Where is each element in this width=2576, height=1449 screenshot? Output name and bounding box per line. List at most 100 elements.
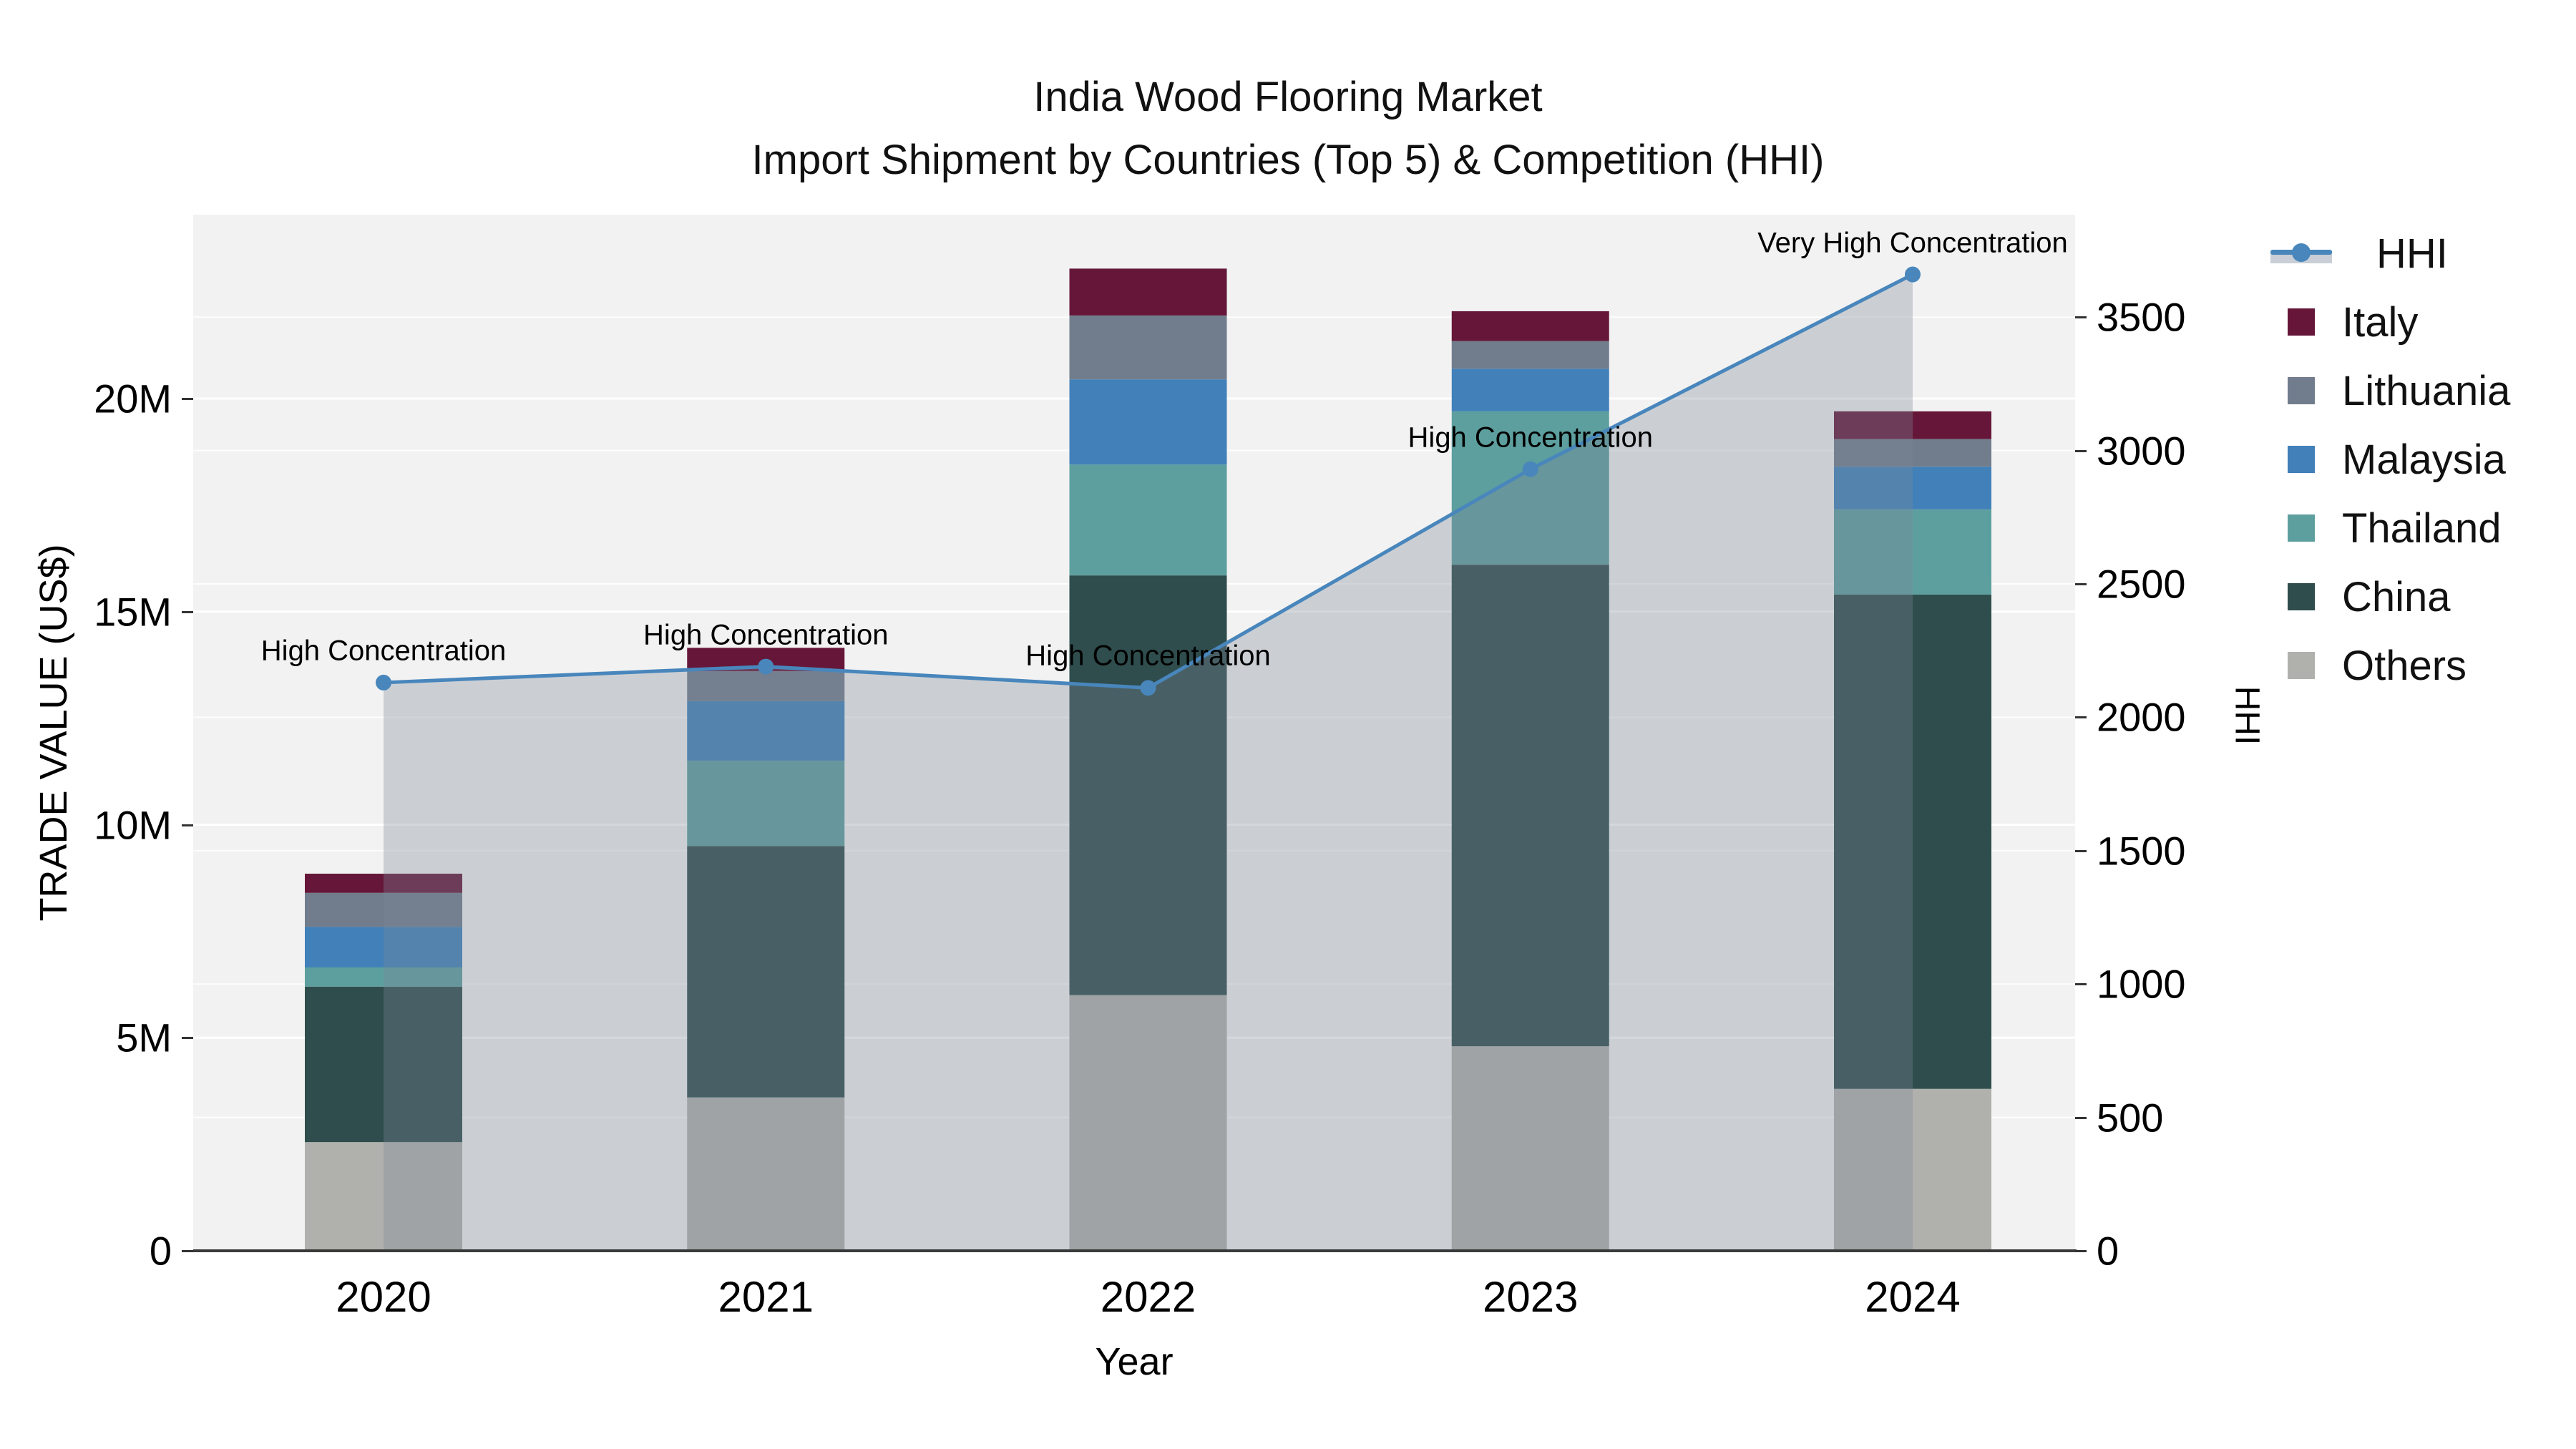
y-right-tick-label: 3000 xyxy=(2097,428,2186,474)
y-right-tick-mark xyxy=(2075,316,2087,319)
chart-title-line2: Import Shipment by Countries (Top 5) & C… xyxy=(751,137,1825,183)
legend-label-others: Others xyxy=(2342,642,2467,689)
x-axis-title: Year xyxy=(1095,1340,1174,1383)
annotation-2020: High Concentration xyxy=(260,635,507,667)
bar-segment-china-2023 xyxy=(1451,565,1609,1047)
y-right-tick-label: 1500 xyxy=(2097,828,2186,874)
y-left-tick-mark xyxy=(182,824,193,826)
x-tick-label-2021: 2021 xyxy=(718,1273,814,1321)
hhi-marker-2020 xyxy=(376,674,391,691)
bar-segment-china-2024 xyxy=(1834,594,1991,1089)
y-left-tick-label: 15M xyxy=(94,589,172,635)
bar-segment-lithuania-2023 xyxy=(1451,341,1609,369)
chart-title-line1: India Wood Flooring Market xyxy=(1033,74,1543,120)
legend-label-malaysia: Malaysia xyxy=(2342,436,2506,483)
bar-segment-others-2022 xyxy=(1069,995,1227,1251)
y-right-tick-label: 1000 xyxy=(2097,961,2186,1007)
y-right-tick-mark xyxy=(2075,849,2087,852)
legend-swatch-lithuania xyxy=(2288,377,2315,404)
y-left-tick-mark xyxy=(182,1250,193,1252)
y-right-tick-mark xyxy=(2075,583,2087,585)
hhi-marker-2022 xyxy=(1140,680,1156,696)
y-axis-left-title: TRADE VALUE (US$) xyxy=(32,544,75,922)
bar-segment-china-2020 xyxy=(305,986,462,1143)
legend-swatch-italy xyxy=(2288,308,2315,336)
legend-label-hhi: HHI xyxy=(2376,230,2448,277)
bar-segment-italy-2023 xyxy=(1451,311,1609,341)
bar-segment-thailand-2023 xyxy=(1451,411,1609,565)
bar-segment-italy-2020 xyxy=(305,873,462,893)
hhi-marker-2021 xyxy=(758,658,774,675)
annotation-2023: High Concentration xyxy=(1407,421,1653,454)
y-right-tick-mark xyxy=(2075,1116,2087,1119)
bar-segment-others-2024 xyxy=(1834,1088,1991,1251)
bar-segment-lithuania-2021 xyxy=(687,671,845,701)
legend-item-china: China xyxy=(2288,562,2451,631)
annotation-2021: High Concentration xyxy=(643,619,889,651)
legend-label-lithuania: Lithuania xyxy=(2342,367,2511,414)
bar-segment-malaysia-2020 xyxy=(305,927,462,967)
hhi-marker-2024 xyxy=(1905,266,1921,283)
legend-swatch-thailand xyxy=(2288,514,2315,542)
legend-swatch-others xyxy=(2288,652,2315,679)
x-tick-label-2023: 2023 xyxy=(1483,1273,1579,1321)
hhi-marker-2023 xyxy=(1522,461,1538,477)
plot-area: High Concentration High Concentration High… xyxy=(193,215,2075,1251)
x-tick-label-2024: 2024 xyxy=(1865,1273,1961,1321)
bar-segment-thailand-2020 xyxy=(305,967,462,987)
bar-segment-malaysia-2023 xyxy=(1451,369,1609,411)
legend-item-italy: Italy xyxy=(2288,288,2418,356)
hhi-area-fill xyxy=(384,274,1913,1251)
x-axis-line xyxy=(193,1249,2077,1252)
bar-segment-lithuania-2022 xyxy=(1069,315,1227,380)
bar-segment-lithuania-2024 xyxy=(1834,439,1991,467)
annotation-2022: High Concentration xyxy=(1025,640,1271,672)
y-right-tick-label: 2500 xyxy=(2097,561,2186,607)
bar-segment-italy-2022 xyxy=(1069,268,1227,316)
bar-segment-thailand-2024 xyxy=(1834,509,1991,595)
y-right-tick-label: 500 xyxy=(2097,1095,2164,1141)
bar-segment-others-2020 xyxy=(305,1142,462,1251)
y-right-tick-label: 2000 xyxy=(2097,694,2186,740)
y-left-tick-mark xyxy=(182,398,193,400)
y-right-tick-mark xyxy=(2075,716,2087,719)
chart-canvas xyxy=(193,266,2075,1251)
bar-segment-italy-2024 xyxy=(1834,411,1991,439)
legend-swatch-china xyxy=(2288,583,2315,610)
y-right-tick-label: 3500 xyxy=(2097,294,2186,340)
bar-segment-others-2021 xyxy=(687,1097,845,1251)
legend-item-malaysia: Malaysia xyxy=(2288,425,2506,494)
bar-segment-lithuania-2020 xyxy=(305,892,462,927)
y-right-tick-mark xyxy=(2075,983,2087,986)
bar-segment-china-2021 xyxy=(687,846,845,1098)
x-tick-label-2022: 2022 xyxy=(1100,1273,1196,1321)
legend-item-others: Others xyxy=(2288,631,2467,700)
bar-segment-malaysia-2022 xyxy=(1069,379,1227,465)
bar-segment-others-2023 xyxy=(1451,1046,1609,1251)
bar-segment-thailand-2021 xyxy=(687,761,845,847)
y-right-tick-mark xyxy=(2075,1250,2087,1252)
bar-segment-malaysia-2024 xyxy=(1834,467,1991,509)
bar-segment-china-2022 xyxy=(1069,575,1227,995)
y-left-tick-label: 0 xyxy=(149,1228,172,1274)
bar-segment-thailand-2022 xyxy=(1069,464,1227,576)
y-left-tick-label: 5M xyxy=(116,1015,172,1060)
y-left-tick-label: 20M xyxy=(94,376,172,421)
legend-swatch-malaysia xyxy=(2288,446,2315,473)
y-left-tick-label: 10M xyxy=(94,802,172,847)
legend-item-hhi: HHI xyxy=(2270,219,2448,288)
y-right-tick-mark xyxy=(2075,449,2087,452)
legend-label-china: China xyxy=(2342,573,2451,620)
y-left-tick-mark xyxy=(182,1037,193,1040)
y-axis-right-title: HHI xyxy=(2228,686,2266,746)
hhi-line-legend-swatch xyxy=(2270,240,2332,267)
legend-label-thailand: Thailand xyxy=(2342,504,2502,552)
annotation-2024: Very High Concentration xyxy=(1757,227,2068,259)
y-left-tick-mark xyxy=(182,610,193,613)
bar-segment-malaysia-2021 xyxy=(687,701,845,761)
x-tick-label-2020: 2020 xyxy=(336,1273,431,1321)
legend-item-lithuania: Lithuania xyxy=(2288,356,2510,425)
legend-label-italy: Italy xyxy=(2342,298,2419,346)
y-right-tick-label: 0 xyxy=(2097,1228,2119,1274)
